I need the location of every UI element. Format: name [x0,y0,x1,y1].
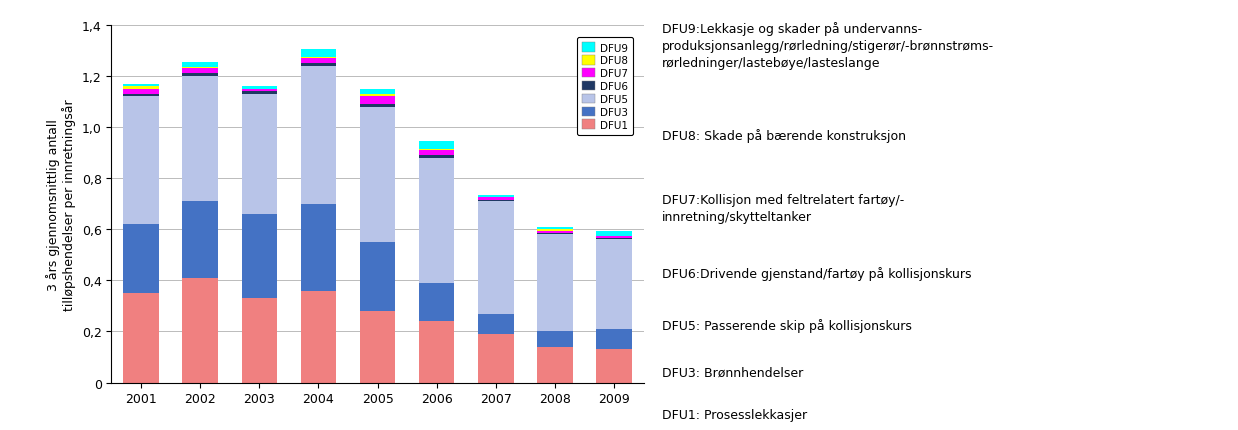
Bar [537,235,573,332]
Bar [301,50,337,58]
Bar [241,95,277,215]
Text: DFU3: Brønnhendelser: DFU3: Brønnhendelser [662,366,803,378]
Bar [418,156,454,158]
Bar [301,58,337,59]
Bar [478,195,514,198]
Bar [418,150,454,151]
Bar [478,202,514,314]
Bar [124,224,158,293]
Bar [124,87,158,89]
Bar [478,200,514,202]
Bar [241,92,277,95]
Text: DFU9:Lekkasje og skader på undervanns-
produksjonsanlegg/rørledning/stigerør/-br: DFU9:Lekkasje og skader på undervanns- p… [662,22,994,69]
Bar [418,283,454,322]
Bar [537,347,573,383]
Bar [418,142,454,150]
Text: DFU1: Prosesslekkasjer: DFU1: Prosesslekkasjer [662,408,807,421]
Bar [124,97,158,224]
Bar [301,64,337,67]
Text: DFU8: Skade på bærende konstruksjon: DFU8: Skade på bærende konstruksjon [662,129,906,143]
Bar [301,291,337,383]
Bar [418,322,454,383]
Bar [478,198,514,200]
Bar [124,89,158,95]
Bar [301,204,337,291]
Legend: DFU9, DFU8, DFU7, DFU6, DFU5, DFU3, DFU1: DFU9, DFU8, DFU7, DFU6, DFU5, DFU3, DFU1 [577,38,633,135]
Text: DFU6:Drivende gjenstand/fartøy på kollisjonskurs: DFU6:Drivende gjenstand/fartøy på kollis… [662,267,972,280]
Bar [478,314,514,334]
Bar [241,89,277,92]
Bar [241,298,277,383]
Bar [597,239,631,240]
Bar [124,95,158,97]
Bar [360,243,395,311]
Bar [124,293,158,383]
Y-axis label: 3 års gjennomsnittlig antall
tilløpshendelser per innretningsår: 3 års gjennomsnittlig antall tilløpshend… [46,98,77,310]
Bar [597,240,631,329]
Bar [182,202,218,278]
Bar [182,77,218,202]
Bar [182,68,218,69]
Bar [301,67,337,204]
Bar [537,230,573,231]
Bar [597,350,631,383]
Text: DFU5: Passerende skip på kollisjonskurs: DFU5: Passerende skip på kollisjonskurs [662,318,912,332]
Bar [360,95,395,97]
Bar [537,231,573,233]
Bar [537,227,573,230]
Bar [418,150,454,156]
Bar [537,332,573,347]
Bar [301,59,337,64]
Bar [182,278,218,383]
Bar [360,97,395,105]
Bar [241,215,277,298]
Bar [360,108,395,243]
Text: DFU7:Kollisjon med feltrelatert fartøy/-
innretning/skytteltanker: DFU7:Kollisjon med feltrelatert fartøy/-… [662,194,905,224]
Bar [418,158,454,283]
Bar [182,63,218,68]
Bar [360,89,395,95]
Bar [241,87,277,89]
Bar [597,329,631,350]
Bar [597,231,631,236]
Bar [478,334,514,383]
Bar [537,233,573,235]
Bar [182,74,218,77]
Bar [360,105,395,108]
Bar [597,236,631,239]
Bar [360,311,395,383]
Bar [182,69,218,74]
Bar [124,84,158,87]
